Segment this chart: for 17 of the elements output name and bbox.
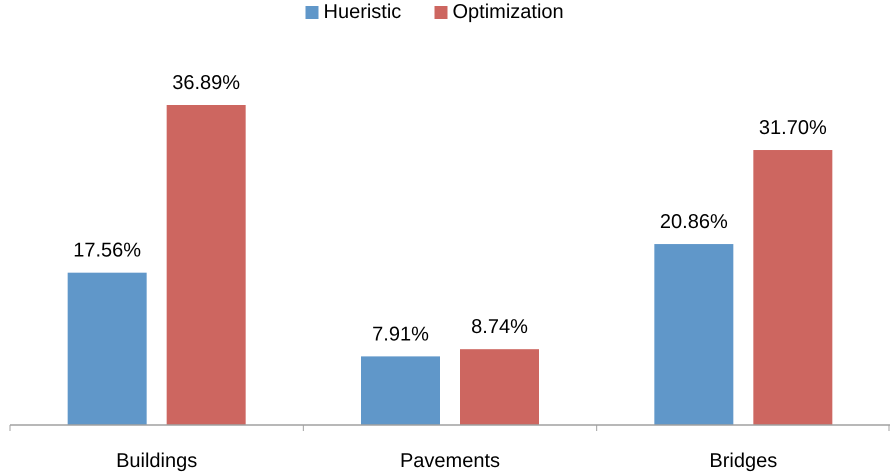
bar [166, 105, 246, 425]
data-label: 36.89% [172, 72, 240, 94]
data-label: 8.74% [471, 316, 528, 338]
data-label: 7.91% [372, 323, 430, 346]
bar [753, 150, 832, 425]
bar [460, 349, 539, 425]
legend-label: Optimization [452, 1, 564, 23]
data-label: 20.86% [660, 211, 728, 234]
bar [654, 244, 734, 425]
bar [68, 272, 147, 425]
x-tick-label: Buildings [116, 450, 198, 472]
legend-label: Hueristic [324, 1, 402, 23]
x-tick-label: Pavements [400, 450, 500, 472]
bar [361, 356, 440, 425]
data-label: 31.70% [758, 117, 827, 140]
x-tick-label: Bridges [709, 450, 778, 472]
data-label: 17.56% [73, 240, 142, 262]
